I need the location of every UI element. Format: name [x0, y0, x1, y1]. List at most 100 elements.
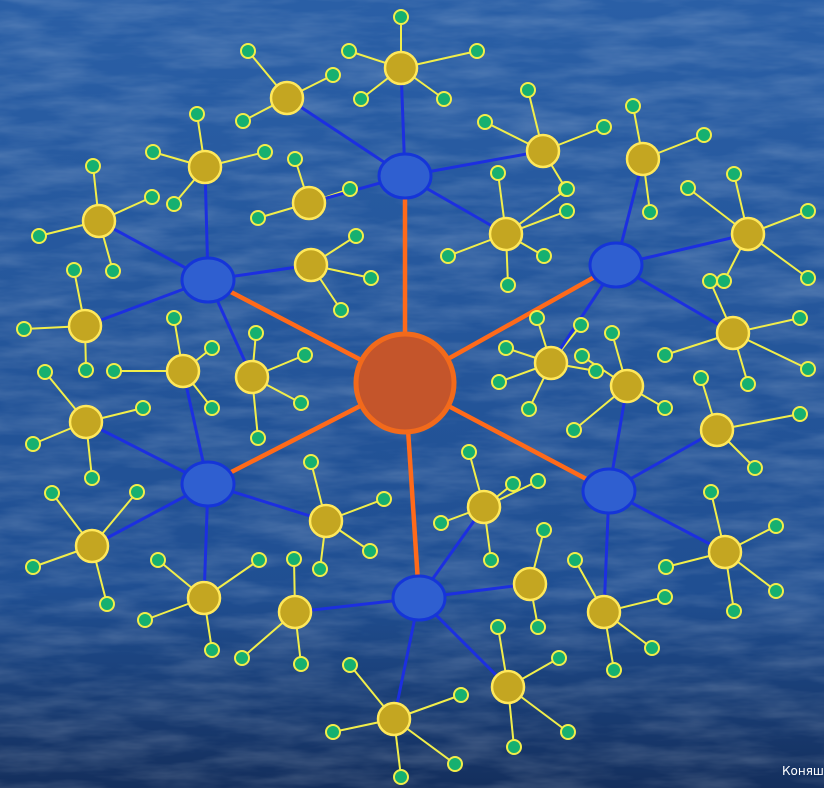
- leaf-node: [440, 248, 456, 264]
- hub-lower-right: [581, 467, 637, 515]
- cluster-node: [187, 149, 223, 185]
- leaf-node: [376, 491, 392, 507]
- cluster-node: [699, 412, 735, 448]
- leaf-node: [78, 362, 94, 378]
- leaf-node: [293, 395, 309, 411]
- leaf-node: [341, 43, 357, 59]
- leaf-node: [240, 43, 256, 59]
- leaf-node: [37, 364, 53, 380]
- leaf-node: [286, 551, 302, 567]
- cluster-node: [730, 216, 766, 252]
- leaf-node: [490, 165, 506, 181]
- leaf-node: [521, 401, 537, 417]
- cluster-node: [625, 141, 661, 177]
- hub-bottom: [391, 574, 447, 622]
- leaf-node: [604, 325, 620, 341]
- leaf-node: [560, 724, 576, 740]
- leaf-node: [696, 127, 712, 143]
- leaf-node: [325, 67, 341, 83]
- leaf-node: [150, 552, 166, 568]
- cluster-node: [81, 203, 117, 239]
- leaf-node: [99, 596, 115, 612]
- leaf-node: [657, 400, 673, 416]
- leaf-node: [567, 552, 583, 568]
- leaf-node: [716, 273, 732, 289]
- leaf-node: [312, 561, 328, 577]
- cluster-node: [165, 353, 201, 389]
- cluster-node: [383, 50, 419, 86]
- leaf-node: [84, 470, 100, 486]
- leaf-node: [204, 340, 220, 356]
- leaf-node: [447, 756, 463, 772]
- leaf-node: [342, 657, 358, 673]
- leaf-node: [251, 552, 267, 568]
- leaf-node: [166, 196, 182, 212]
- leaf-node: [31, 228, 47, 244]
- cluster-node: [186, 580, 222, 616]
- hub-upper-left: [180, 256, 236, 304]
- cluster-node: [308, 503, 344, 539]
- leaf-node: [461, 444, 477, 460]
- leaf-node: [559, 203, 575, 219]
- leaf-node: [768, 518, 784, 534]
- leaf-node: [625, 98, 641, 114]
- cluster-node: [74, 528, 110, 564]
- leaf-node: [642, 204, 658, 220]
- leaf-node: [680, 180, 696, 196]
- leaf-node: [768, 583, 784, 599]
- leaf-node: [129, 484, 145, 500]
- leaf-node: [529, 310, 545, 326]
- leaf-node: [293, 656, 309, 672]
- leaf-node: [703, 484, 719, 500]
- leaf-node: [204, 642, 220, 658]
- leaf-node: [297, 347, 313, 363]
- leaf-node: [792, 310, 808, 326]
- leaf-node: [498, 340, 514, 356]
- cluster-node: [715, 315, 751, 351]
- leaf-node: [137, 612, 153, 628]
- cluster-node: [707, 534, 743, 570]
- leaf-node: [234, 650, 250, 666]
- leaf-node: [248, 325, 264, 341]
- leaf-node: [348, 228, 364, 244]
- leaf-node: [693, 370, 709, 386]
- cluster-node: [466, 489, 502, 525]
- leaf-node: [490, 619, 506, 635]
- cluster-node: [291, 185, 327, 221]
- cluster-node: [67, 308, 103, 344]
- cluster-node: [234, 359, 270, 395]
- leaf-node: [800, 270, 816, 286]
- leaf-node: [726, 603, 742, 619]
- leaf-node: [144, 189, 160, 205]
- leaf-node: [740, 376, 756, 392]
- hub-upper-right: [588, 241, 644, 289]
- leaf-node: [16, 321, 32, 337]
- leaf-node: [559, 181, 575, 197]
- leaf-node: [250, 430, 266, 446]
- leaf-node: [792, 406, 808, 422]
- leaf-node: [85, 158, 101, 174]
- leaf-node: [536, 248, 552, 264]
- cluster-node: [490, 669, 526, 705]
- cluster-node: [376, 701, 412, 737]
- leaf-node: [530, 473, 546, 489]
- leaf-node: [145, 144, 161, 160]
- cluster-node: [512, 566, 548, 602]
- leaf-node: [325, 724, 341, 740]
- leaf-node: [257, 144, 273, 160]
- leaf-node: [287, 151, 303, 167]
- leaf-node: [574, 348, 590, 364]
- leaf-node: [726, 166, 742, 182]
- leaf-node: [800, 203, 816, 219]
- leaf-node: [250, 210, 266, 226]
- leaf-node: [573, 317, 589, 333]
- cluster-node: [269, 80, 305, 116]
- leaf-node: [363, 270, 379, 286]
- leaf-node: [333, 302, 349, 318]
- leaf-node: [393, 769, 409, 785]
- leaf-node: [433, 515, 449, 531]
- leaf-node: [551, 650, 567, 666]
- leaf-node: [500, 277, 516, 293]
- leaf-node: [566, 422, 582, 438]
